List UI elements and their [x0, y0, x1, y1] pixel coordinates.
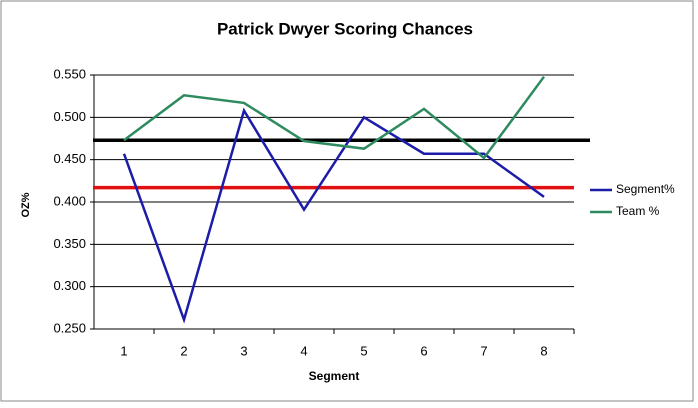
x-tick-label: 6 — [420, 343, 427, 358]
y-tick-label: 0.400 — [53, 193, 86, 208]
y-tick-label: 0.450 — [53, 151, 86, 166]
y-tick-label: 0.550 — [53, 66, 86, 81]
legend-label: Segment% — [616, 182, 675, 196]
x-tick-label: 8 — [540, 343, 547, 358]
x-tick-label: 7 — [480, 343, 487, 358]
y-tick-label: 0.500 — [53, 109, 86, 124]
x-tick-label: 1 — [120, 343, 127, 358]
series-line — [122, 107, 545, 324]
y-axis-label: OZ% — [20, 192, 32, 217]
x-tick-label: 2 — [180, 343, 187, 358]
y-tick-label: 0.300 — [53, 278, 86, 293]
series-line — [123, 75, 546, 160]
y-tick-label: 0.250 — [53, 320, 86, 335]
x-tick-label: 4 — [300, 343, 307, 358]
legend-label: Team % — [616, 204, 660, 218]
chart-title: Patrick Dwyer Scoring Chances — [217, 19, 473, 38]
x-tick-label: 3 — [240, 343, 247, 358]
x-axis-label: Segment — [309, 369, 360, 383]
chart-frame — [0, 0, 694, 402]
y-tick-label: 0.350 — [53, 236, 86, 251]
x-tick-label: 5 — [360, 343, 367, 358]
